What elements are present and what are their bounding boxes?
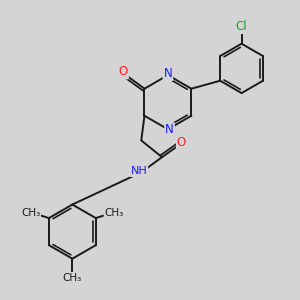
Text: CH₃: CH₃ <box>104 208 124 218</box>
Text: CH₃: CH₃ <box>21 208 40 218</box>
Text: CH₃: CH₃ <box>63 273 82 283</box>
Text: NH: NH <box>130 166 147 176</box>
Text: O: O <box>119 65 128 79</box>
Text: O: O <box>177 136 186 149</box>
Text: Cl: Cl <box>236 20 248 33</box>
Text: N: N <box>165 123 174 136</box>
Text: N: N <box>164 67 172 80</box>
